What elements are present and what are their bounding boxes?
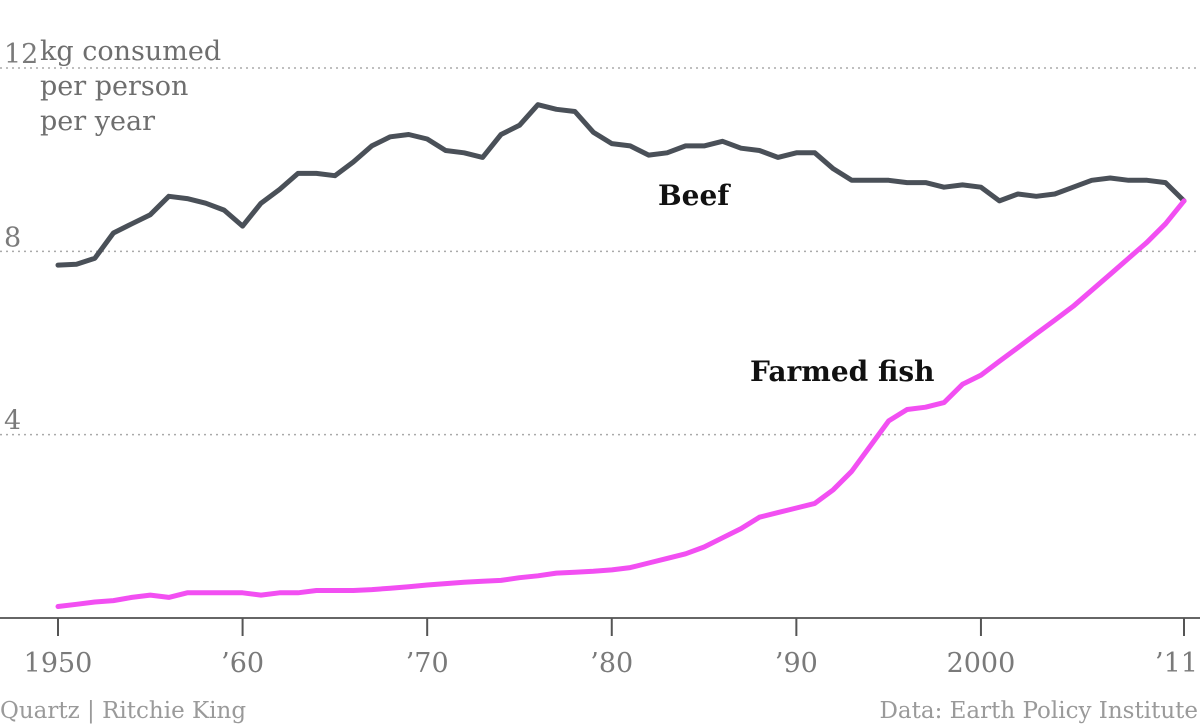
x-axis-ticks: 1950 ’60 ’70 ’80 ’90 2000 ’11 — [24, 618, 1198, 679]
series-label-beef: Beef — [658, 179, 731, 212]
y-tick-label-12: 12 — [4, 39, 38, 70]
gridlines — [0, 67, 1200, 436]
x-tick-label-1960: ’60 — [221, 648, 264, 679]
y-tick-label-4: 4 — [4, 406, 21, 437]
x-tick-label-2011: ’11 — [1155, 648, 1198, 679]
series-label-farmed-fish: Farmed fish — [750, 355, 935, 388]
series-line-farmed-fish — [55, 198, 1187, 609]
series-line-beef — [55, 102, 1187, 268]
y-axis-label-line-2: per person — [40, 71, 188, 102]
x-tick-label-1970: ’70 — [406, 648, 449, 679]
credit-author: Quartz | Ritchie King — [0, 698, 247, 724]
y-axis-label-line-1: kg consumed — [40, 36, 221, 67]
x-tick-label-2000: 2000 — [947, 648, 1016, 679]
credit-source: Data: Earth Policy Institute — [879, 698, 1198, 724]
y-tick-label-8: 8 — [4, 222, 21, 253]
y-axis-ticks: 12 8 4 — [4, 39, 38, 437]
series-lines — [55, 102, 1187, 609]
x-tick-label-1990: ’90 — [775, 648, 818, 679]
x-tick-label-1950: 1950 — [24, 648, 93, 679]
x-tick-label-1980: ’80 — [590, 648, 633, 679]
y-axis-label-line-3: per year — [40, 106, 155, 137]
